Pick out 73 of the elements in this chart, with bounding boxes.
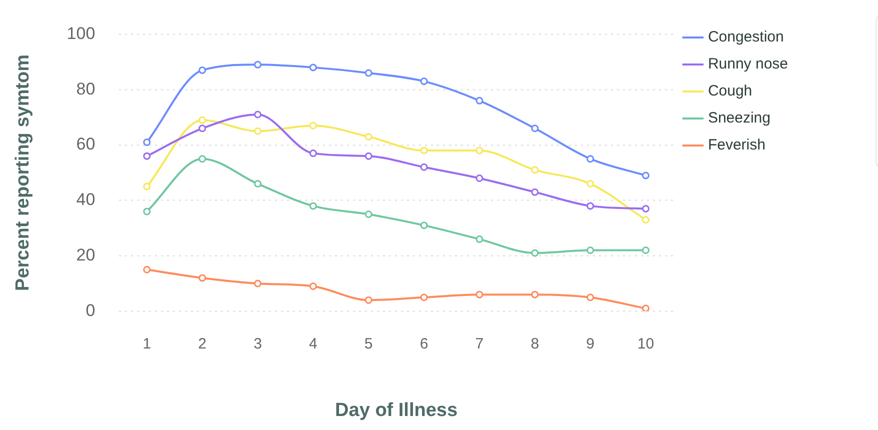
- point: [642, 172, 650, 180]
- point: [198, 155, 206, 163]
- point: [420, 78, 428, 86]
- point: [143, 152, 151, 160]
- x-tick-label: 4: [308, 335, 318, 352]
- y-tick-label: 40: [76, 190, 96, 210]
- x-tick-label: 2: [198, 335, 206, 352]
- point: [642, 304, 650, 312]
- x-tick-label: 6: [420, 335, 428, 352]
- point: [420, 146, 428, 154]
- point: [254, 110, 262, 118]
- point: [143, 138, 151, 146]
- point: [364, 296, 372, 304]
- point: [198, 124, 206, 132]
- point: [309, 150, 317, 158]
- point: [309, 64, 317, 72]
- legend-label: Runny nose: [708, 56, 788, 73]
- point: [364, 132, 372, 140]
- point: [531, 249, 539, 257]
- point: [476, 290, 484, 298]
- y-tick-label: 0: [86, 300, 96, 320]
- point: [420, 294, 428, 302]
- point: [309, 122, 317, 130]
- point: [531, 290, 539, 298]
- y-axis-title: Percent reporting symtom: [12, 54, 34, 291]
- point: [420, 222, 428, 230]
- x-axis-title: Day of Illness: [335, 400, 458, 421]
- x-tick-label: 9: [586, 335, 594, 352]
- point: [254, 280, 262, 288]
- point: [531, 166, 539, 174]
- point: [476, 146, 484, 154]
- point: [254, 127, 262, 135]
- point: [531, 124, 539, 132]
- point: [309, 202, 317, 210]
- point: [586, 294, 594, 302]
- point: [586, 155, 594, 163]
- y-tick-label: 100: [66, 24, 96, 43]
- y-tick-label: 60: [76, 134, 96, 154]
- y-tick-label: 20: [76, 245, 96, 264]
- point: [364, 210, 372, 218]
- point: [143, 182, 151, 190]
- point: [476, 235, 484, 243]
- legend-label: Sneezing: [708, 110, 771, 127]
- point: [364, 152, 372, 160]
- y-tick-label: 80: [76, 79, 96, 98]
- x-tick-label: 8: [530, 335, 540, 352]
- x-tick-label: 3: [254, 335, 262, 352]
- point: [198, 116, 206, 124]
- legend-label: Cough: [708, 82, 752, 100]
- point: [420, 163, 428, 171]
- point: [642, 246, 650, 254]
- point: [642, 216, 650, 224]
- x-tick-label: 5: [364, 335, 373, 352]
- point: [586, 180, 594, 188]
- point: [476, 96, 484, 104]
- point: [143, 266, 151, 274]
- point: [198, 274, 206, 282]
- point: [586, 202, 594, 210]
- x-tick-label: 1: [142, 335, 152, 352]
- point: [143, 208, 151, 216]
- point: [254, 180, 262, 188]
- x-tick-label: 10: [637, 335, 654, 352]
- point: [531, 188, 539, 196]
- legend-label: Congestion: [708, 28, 784, 46]
- point: [198, 66, 206, 74]
- x-tick-label: 7: [475, 335, 484, 352]
- point: [476, 174, 484, 182]
- legend-label: Feverish: [708, 136, 766, 154]
- point: [586, 246, 594, 254]
- point: [309, 282, 317, 290]
- point: [364, 69, 372, 77]
- point: [254, 60, 262, 68]
- point: [642, 204, 650, 212]
